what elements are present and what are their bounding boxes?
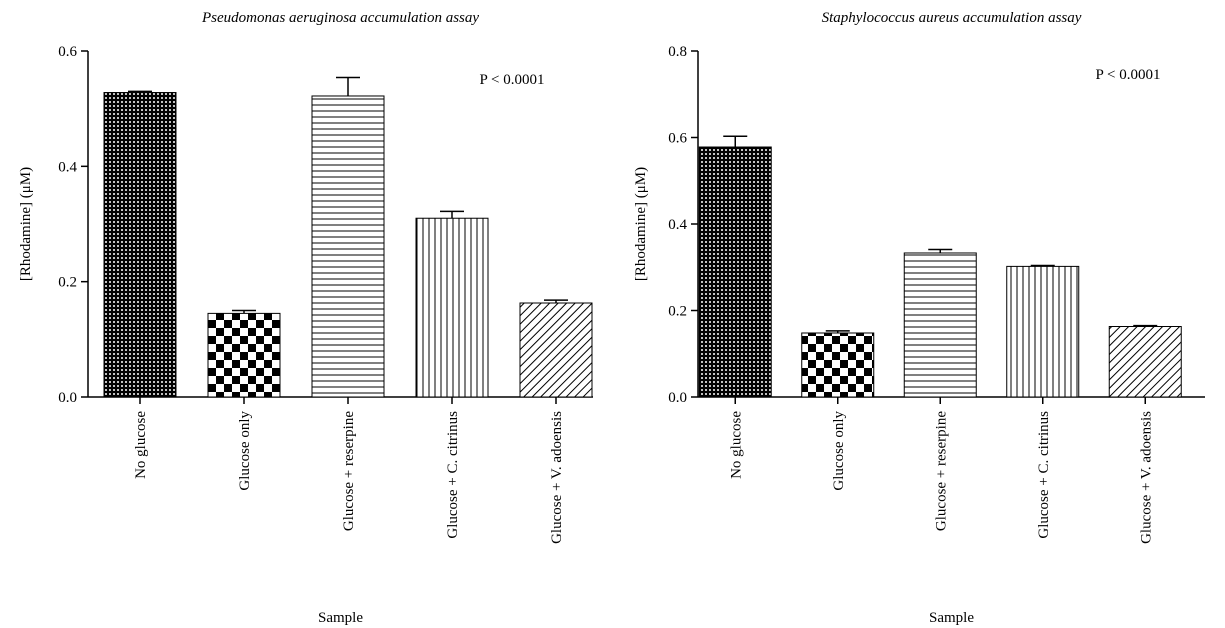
y-tick-label: 0.2: [668, 304, 687, 320]
bar: [1108, 326, 1182, 398]
y-tick-label: 0.8: [668, 44, 687, 60]
y-tick-label: 0.0: [668, 390, 687, 406]
annotation: P < 0.0001: [480, 72, 545, 88]
y-axis-label: [Rhodamine] (μM): [633, 167, 649, 281]
y-axis-label: [Rhodamine] (μM): [18, 167, 34, 281]
x-tick-label: No glucose: [133, 411, 149, 479]
x-axis-label: Sample: [929, 610, 974, 626]
bar: [311, 95, 385, 398]
y-tick-label: 0.2: [58, 275, 77, 291]
bar: [103, 92, 177, 398]
y-tick-label: 0.6: [668, 131, 687, 147]
chart-title: Pseudomonas aeruginosa accumulation assa…: [201, 10, 479, 26]
x-tick-label: Glucose only: [237, 411, 253, 491]
chart-title: Staphylococcus aureus accumulation assay: [822, 10, 1082, 26]
y-tick-label: 0.4: [58, 159, 77, 175]
x-tick-label: Glucose + V. adoensis: [549, 411, 565, 544]
x-tick-label: No glucose: [728, 411, 744, 479]
y-tick-label: 0.6: [58, 44, 77, 60]
x-tick-label: Glucose + V. adoensis: [1138, 411, 1154, 544]
bar: [207, 312, 281, 398]
x-tick-label: Glucose + C. citrinus: [445, 411, 461, 539]
y-tick-label: 0.4: [668, 217, 687, 233]
bar: [698, 146, 772, 398]
x-tick-label: Glucose + reserpine: [341, 411, 357, 531]
bar: [903, 252, 977, 398]
x-tick-label: Glucose + reserpine: [933, 411, 949, 531]
annotation: P < 0.0001: [1096, 67, 1161, 83]
bar: [519, 302, 593, 398]
bar: [415, 217, 489, 398]
x-axis-label: Sample: [318, 610, 363, 626]
x-tick-label: Glucose + C. citrinus: [1036, 411, 1052, 539]
y-tick-label: 0.0: [58, 390, 77, 406]
bar: [1006, 265, 1080, 398]
x-tick-label: Glucose only: [831, 411, 847, 491]
bar: [801, 332, 875, 398]
